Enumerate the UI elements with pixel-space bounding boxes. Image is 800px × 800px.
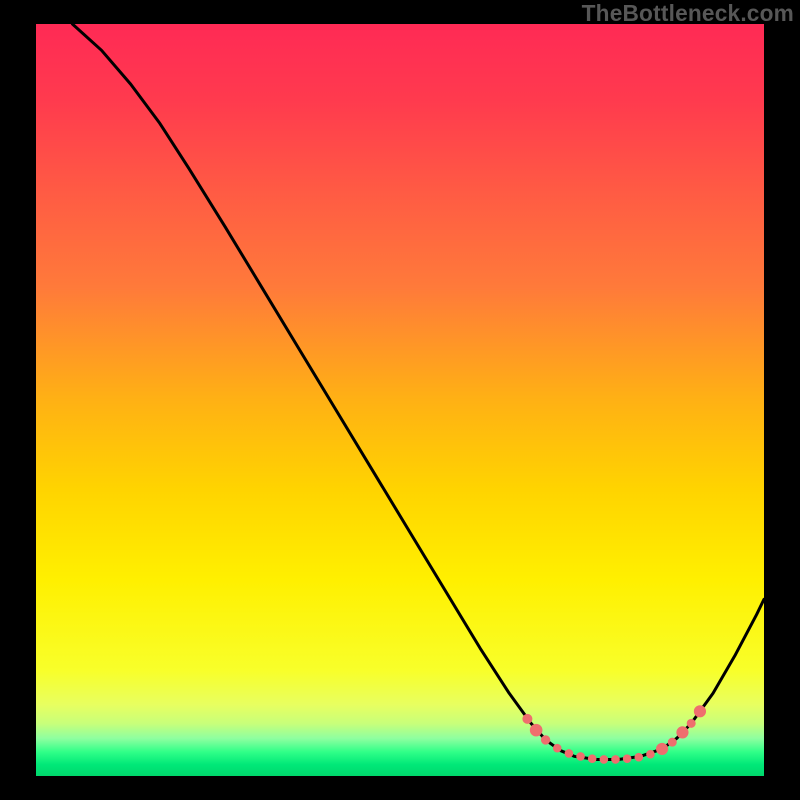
marker-point	[577, 753, 585, 761]
marker-point	[553, 744, 561, 752]
marker-point	[600, 756, 608, 764]
marker-point	[565, 750, 573, 758]
marker-point	[612, 756, 620, 764]
marker-point	[687, 719, 695, 727]
chart-svg	[0, 0, 800, 800]
marker-point	[647, 750, 655, 758]
plot-background	[36, 24, 764, 776]
marker-point	[530, 724, 542, 736]
marker-point	[694, 706, 705, 717]
marker-point	[668, 738, 676, 746]
marker-point	[541, 736, 549, 744]
marker-point	[635, 753, 643, 761]
marker-point	[656, 743, 667, 754]
marker-point	[588, 755, 596, 763]
marker-point	[523, 714, 532, 723]
watermark-text: TheBottleneck.com	[582, 0, 794, 27]
marker-point	[677, 727, 688, 738]
stage: TheBottleneck.com	[0, 0, 800, 800]
marker-point	[623, 755, 631, 763]
